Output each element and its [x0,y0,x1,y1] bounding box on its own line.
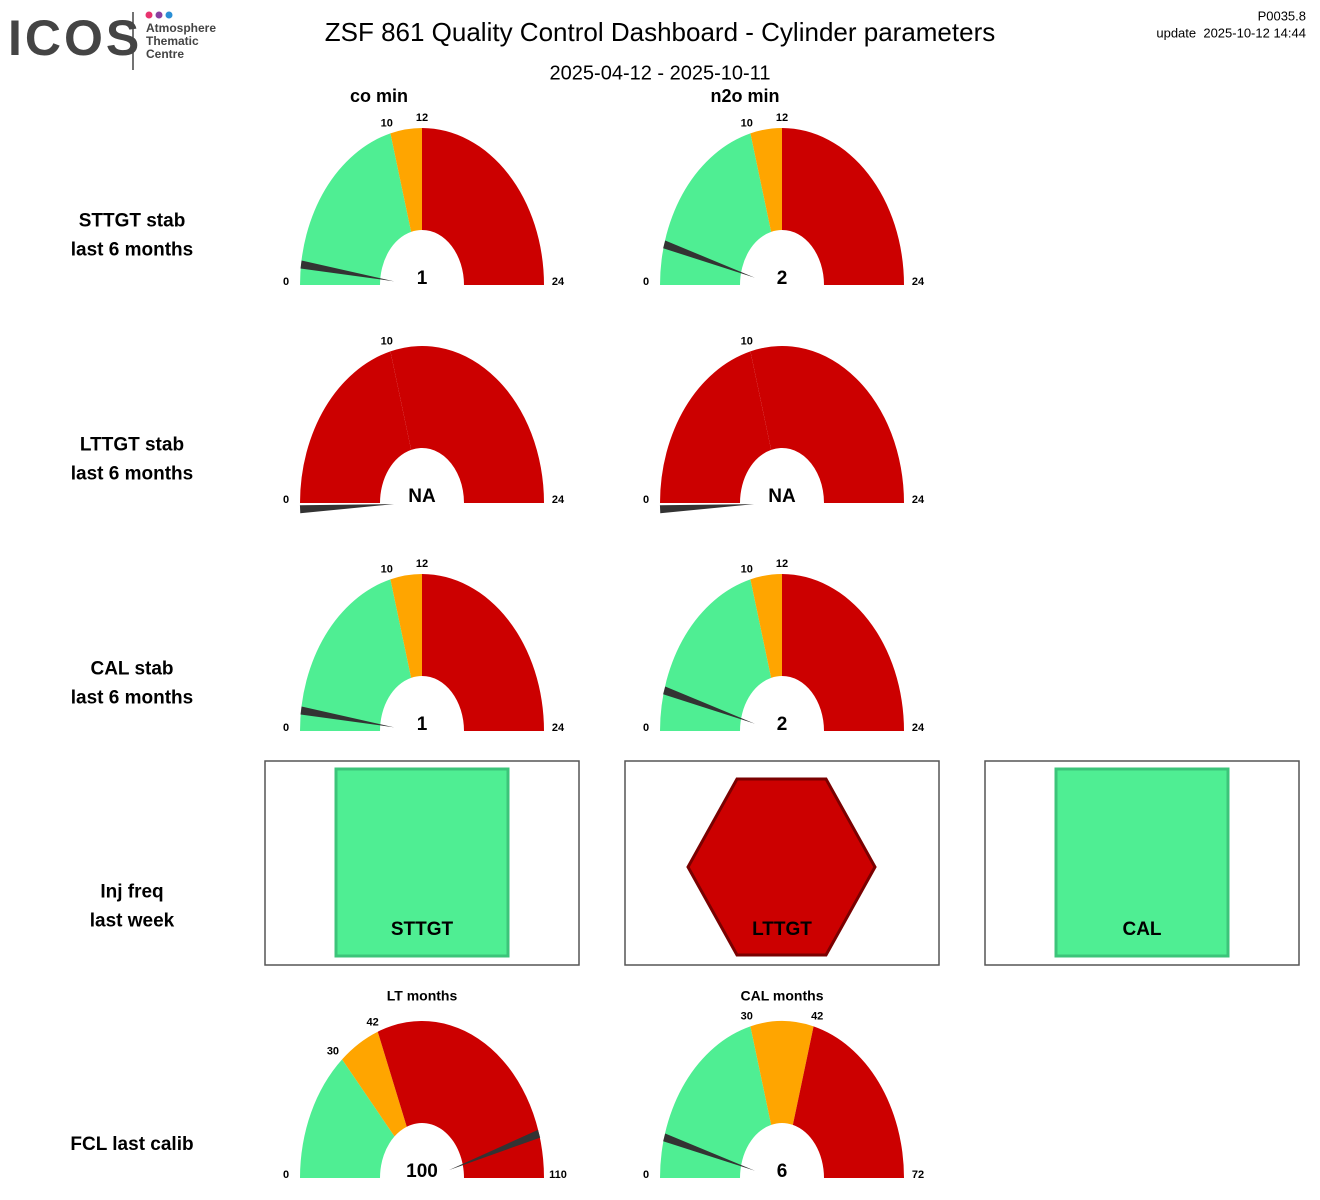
gauge-needle [300,706,395,728]
logo-dot [165,11,173,19]
gauge-tick-label: 24 [552,276,565,288]
gauge-band [660,1026,772,1178]
gauge-band [377,1021,544,1178]
gauge-title: CAL months [741,988,824,1004]
gauge-value: 2 [777,714,788,735]
gauge-tick-label: 10 [381,564,393,576]
gauge-tick-label: 110 [549,1169,567,1181]
gauge-title: LT months [387,988,458,1004]
gauge-band [300,579,412,731]
logo-sub: Centre [146,47,184,61]
gauge-tick-label: 0 [643,1169,649,1181]
update: update 2025-10-12 14:44 [1156,25,1306,40]
gauge-tick-label: 0 [283,494,289,506]
row-label: STTGT stab [79,211,186,232]
gauge-tick-label: 0 [643,722,649,734]
gauge-tick-label: 10 [741,564,753,576]
title: ZSF 861 Quality Control Dashboard - Cyli… [325,17,996,47]
version: P0035.8 [1258,8,1306,23]
logo: ICOS [8,10,142,66]
period: 2025-04-12 - 2025-10-11 [550,62,771,84]
gauge-needle [448,1129,541,1171]
column-title: n2o min [710,86,779,106]
gauge-needle [663,240,755,278]
logo-dot [155,11,163,19]
gauge-value: 1 [417,714,428,735]
logo-sub: Atmosphere [146,21,216,35]
gauge-tick-label: 0 [643,276,649,288]
gauge-tick-label: 0 [283,722,289,734]
gauge-tick-label: 72 [912,1169,924,1181]
row-label: LTTGT stab [80,435,184,456]
indicator-label: CAL [1122,919,1161,940]
gauge-band [750,346,904,503]
gauge-band [660,351,772,503]
gauge-tick-label: 24 [912,722,925,734]
gauge-tick-label: 12 [416,112,428,124]
gauge-band [792,1026,904,1178]
row-label: last week [90,911,175,932]
gauge-tick-label: 0 [643,494,649,506]
indicator-shape [334,767,510,958]
gauge-tick-label: 10 [381,118,393,130]
indicator-shape [1054,767,1230,958]
gauge-band [390,346,544,503]
gauge-tick-label: 24 [912,494,925,506]
gauge-value: 100 [406,1161,438,1182]
gauge-band [660,133,772,285]
gauge-value: 1 [417,268,428,289]
gauge-tick-label: 10 [741,336,753,348]
gauge-band [660,579,772,731]
row-label: last 6 months [71,688,193,709]
gauge-tick-label: 30 [741,1011,753,1023]
gauge-tick-label: 12 [776,558,788,570]
gauge-tick-label: 12 [776,112,788,124]
gauge-tick-label: 0 [283,1169,289,1181]
gauge-tick-label: 24 [552,722,565,734]
gauge-band [390,128,422,232]
gauge-tick-label: 0 [283,276,289,288]
gauge-tick-label: 24 [912,276,925,288]
indicator-shape [686,777,877,957]
gauge-band [300,351,412,503]
gauge-band [390,574,422,678]
gauge-needle [300,260,395,282]
gauge-band [782,574,904,731]
gauge-value: 6 [777,1161,788,1182]
row-label: last 6 months [71,464,193,485]
gauge-tick-label: 10 [381,336,393,348]
gauge-value: 2 [777,268,788,289]
gauge-value: NA [408,486,436,507]
indicator-label: STTGT [391,919,454,940]
gauge-band [782,128,904,285]
gauge-band [342,1031,407,1137]
logo-sub: Thematic [146,34,199,48]
gauge-band [750,128,782,232]
gauge-band [750,574,782,678]
gauge-needle [299,504,395,514]
row-label: last 6 months [71,240,193,261]
gauge-band [422,574,544,731]
gauge-band [750,1021,814,1125]
gauge-band [300,1059,395,1178]
row-label: FCL last calib [70,1134,193,1155]
gauge-needle [663,686,755,724]
gauge-tick-label: 12 [416,558,428,570]
indicator-label: LTTGT [752,919,812,940]
gauge-tick-label: 30 [327,1046,339,1058]
gauge-value: NA [768,486,796,507]
gauge-needle [659,504,755,514]
gauge-tick-label: 10 [741,118,753,130]
gauge-band [300,133,412,285]
gauge-tick-label: 42 [811,1011,823,1023]
logo-dot [145,11,153,19]
gauge-band [422,128,544,285]
gauge-needle [663,1133,755,1171]
column-title: co min [350,86,408,106]
gauge-tick-label: 42 [367,1016,379,1028]
row-label: Inj freq [100,882,163,903]
row-label: CAL stab [90,659,173,680]
gauge-tick-label: 24 [552,494,565,506]
